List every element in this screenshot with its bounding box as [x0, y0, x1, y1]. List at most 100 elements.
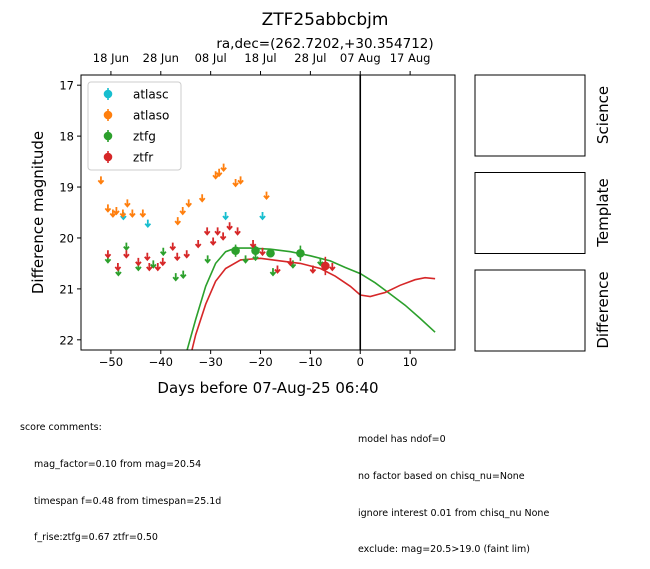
upper-limit-ztfr	[226, 222, 233, 231]
upper-limit-ztfg	[289, 260, 297, 269]
upper-limit-ztfr	[173, 252, 181, 262]
upper-limit-ztfr	[104, 250, 112, 259]
detection-ztfg	[251, 246, 260, 255]
plot-frame	[80, 74, 456, 351]
upper-limit-ztfr	[194, 240, 202, 249]
legend-label: ztfr	[133, 151, 153, 165]
upper-limit-ztfr	[203, 227, 211, 236]
upper-limit-atlaso	[215, 168, 223, 178]
score-comments: score comments: mag_factor=0.10 from mag…	[20, 398, 221, 557]
upper-limit-atlasc	[259, 212, 266, 221]
legend-marker	[103, 131, 113, 141]
upper-limit-ztfr	[114, 262, 122, 272]
y-axis-label: Difference magnitude	[29, 131, 47, 294]
score-comment-line: mag_factor=0.10 from mag=20.54	[34, 459, 202, 471]
upper-limit-ztfg	[242, 255, 249, 264]
plot-area	[97, 75, 436, 350]
top-tick-label: 28 Jul	[294, 51, 326, 65]
chart-title: ZTF25abbcbjm	[262, 10, 389, 30]
top-tick-label: 28 Jun	[143, 51, 179, 65]
upper-limit-ztfg	[172, 273, 180, 282]
x-tick-label: 0	[357, 355, 364, 369]
upper-limit-ztfr	[135, 257, 142, 267]
y-tick-label: 19	[59, 181, 74, 195]
upper-limit-atlaso	[119, 209, 127, 218]
upper-limit-ztfg	[179, 270, 187, 279]
upper-limit-atlaso	[198, 194, 206, 203]
upper-limit-ztfr	[169, 242, 177, 251]
upper-limit-ztfg	[159, 247, 167, 257]
upper-limit-atlaso	[174, 217, 182, 226]
upper-limit-ztfr	[287, 257, 294, 267]
upper-limit-ztfr	[234, 227, 241, 236]
upper-limit-ztfg	[123, 242, 130, 251]
upper-limit-ztfr	[146, 262, 153, 272]
upper-limit-ztfr	[123, 250, 130, 259]
legend: atlasc atlaso ztfg ztfr	[87, 81, 182, 171]
top-tick-label: 17 Aug	[390, 51, 431, 65]
upper-limit-atlaso	[109, 209, 117, 218]
upper-limit-ztfg	[150, 260, 157, 269]
upper-limit-ztfr	[154, 262, 162, 272]
model-comment-line: no factor based on chisq_nu=None	[358, 471, 525, 483]
upper-limit-atlasc	[222, 212, 229, 221]
legend-marker	[103, 110, 113, 120]
y-tick-label: 22	[59, 333, 74, 347]
x-tick-label: −10	[298, 355, 322, 369]
upper-limit-atlaso	[237, 176, 244, 185]
upper-limit-ztfr	[329, 262, 336, 272]
model-comment-line: exclude: mag=20.5>19.0 (faint lim)	[358, 544, 530, 556]
upper-limit-atlaso	[129, 209, 136, 218]
upper-limit-atlaso	[104, 204, 112, 213]
upper-limit-atlaso	[185, 199, 192, 208]
light-curve-chart: ZTF25abbcbjm ra,dec=(262.7202,+30.354712)…	[29, 10, 612, 397]
upper-limit-ztfg	[204, 255, 211, 264]
upper-limit-atlasc	[144, 219, 152, 229]
chart-subtitle: ra,dec=(262.7202,+30.354712)	[216, 36, 433, 52]
top-tick-label: 18 Jul	[244, 51, 276, 65]
stamp-panel-difference	[474, 269, 586, 352]
score-comment-line: timespan f=0.48 from timespan=25.1d	[34, 495, 222, 507]
y-tick-label: 20	[59, 231, 74, 245]
y-tick-label: 18	[59, 130, 74, 144]
legend-label: atlaso	[133, 109, 169, 123]
upper-limit-atlaso	[232, 178, 239, 188]
upper-limit-atlaso	[212, 171, 219, 180]
upper-limit-atlaso	[97, 176, 105, 185]
upper-limit-ztfr	[274, 265, 281, 274]
upper-limit-ztfr	[183, 250, 190, 259]
upper-limit-ztfr	[219, 232, 227, 241]
upper-limit-atlaso	[263, 191, 270, 201]
upper-limit-ztfr	[259, 247, 266, 257]
x-axis-label: Days before 07-Aug-25 06:40	[157, 379, 378, 397]
upper-limit-atlaso	[220, 163, 227, 173]
legend-box	[87, 81, 182, 171]
upper-limit-atlaso	[113, 206, 120, 216]
detection-ztfg	[296, 248, 305, 258]
upper-limit-ztfr	[209, 237, 217, 246]
model-comment-line: model has ndof=0	[358, 434, 446, 446]
x-tick-label: −50	[99, 355, 123, 369]
upper-limit-atlaso	[139, 209, 147, 218]
top-tick-label: 18 Jun	[93, 51, 129, 65]
legend-marker	[103, 152, 113, 162]
model-comment-line: ignore interest 0.01 from chisq_nu None	[358, 507, 550, 519]
upper-limit-ztfr	[159, 257, 167, 267]
x-tick-label: −30	[199, 355, 223, 369]
stamp-panel-template	[474, 172, 586, 254]
legend-label: atlasc	[133, 88, 169, 102]
upper-limit-atlaso	[124, 199, 131, 208]
score-comment-line: f_rise:ztfg=0.67 ztfr=0.50	[34, 532, 158, 544]
legend-marker	[103, 89, 113, 99]
model-comments: model has ndof=0 no factor based on chis…	[358, 410, 549, 569]
upper-limit-atlaso	[179, 206, 187, 216]
fit-curve-ztfg	[186, 247, 436, 350]
upper-limit-ztfg	[317, 257, 324, 267]
x-tick-label: −40	[149, 355, 173, 369]
detection-ztfg	[231, 246, 240, 255]
upper-limit-ztfg	[269, 268, 277, 277]
detection-ztfg	[266, 248, 275, 258]
upper-limit-ztfr	[214, 227, 221, 236]
detection-ztfr	[321, 261, 330, 271]
legend-label: ztfg	[133, 130, 156, 144]
